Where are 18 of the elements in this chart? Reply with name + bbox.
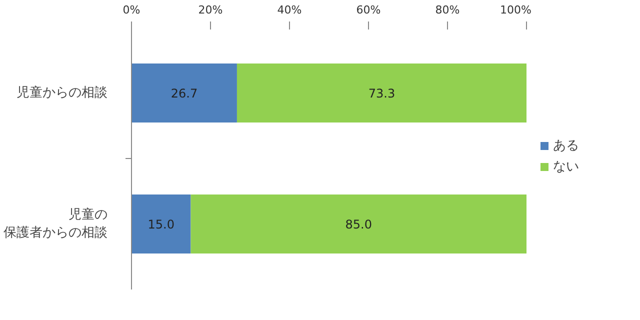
- data-label: 85.0: [345, 218, 372, 232]
- bar: [132, 64, 237, 122]
- data-label: 15.0: [148, 218, 174, 232]
- x-tick-label: 20%: [198, 4, 223, 16]
- bar: [190, 194, 526, 254]
- x-tick-label: 0%: [122, 4, 140, 16]
- data-label: 73.3: [368, 86, 396, 100]
- x-tick-label: 100%: [500, 4, 532, 16]
- data-label: 26.7: [170, 86, 198, 100]
- legend-label: ない: [553, 158, 579, 176]
- y-tick-label: 児童の保護者からの相談: [4, 206, 108, 240]
- x-tick-label: 80%: [435, 4, 460, 16]
- bar: [132, 194, 191, 254]
- bar: [236, 64, 526, 122]
- x-tick-label: 60%: [356, 4, 381, 16]
- legend-label: ある: [553, 138, 579, 154]
- y-tick-label: 児童からの相談: [16, 84, 108, 100]
- x-tick-label: 40%: [277, 4, 302, 16]
